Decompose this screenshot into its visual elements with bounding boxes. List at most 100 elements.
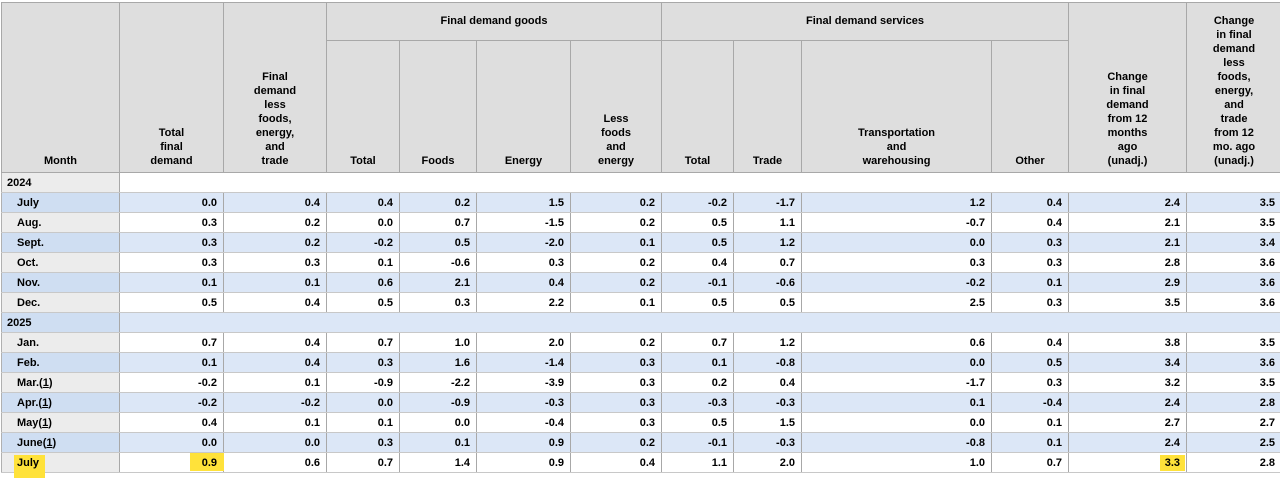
col-header-services-total: Total (661, 40, 735, 173)
col-header-goods-foods: Foods (399, 40, 477, 173)
month-label: Oct. (17, 256, 39, 269)
value-cell: 0.9 (476, 452, 571, 473)
value-cell: 0.1 (326, 252, 400, 273)
value-cell: 0.1 (399, 432, 477, 453)
value-cell: -0.7 (801, 212, 993, 233)
value-cell: -0.2 (661, 192, 735, 213)
value-cell: -0.4 (476, 412, 571, 433)
value-cell: 0.1 (801, 392, 993, 413)
value-cell: 3.4 (1186, 232, 1280, 253)
value-cell: 3.5 (1186, 332, 1280, 353)
value-cell: 1.5 (476, 192, 571, 213)
value-cell: 0.1 (991, 412, 1070, 433)
value-cell: 0.2 (223, 212, 327, 233)
value-cell: 0.3 (570, 352, 663, 373)
month-label: May(1) (17, 416, 52, 429)
col-header-final-demand-less-fet: Final demand less foods, energy, and tra… (223, 2, 327, 173)
month-label-cell: Apr.(1) (1, 392, 120, 413)
value-cell: 2.7 (1068, 412, 1188, 433)
value-cell: 2.8 (1186, 452, 1280, 473)
value-cell: 0.0 (801, 412, 993, 433)
col-header-month: Month (1, 2, 120, 173)
value-cell: -0.3 (733, 432, 803, 453)
value-cell: 0.0 (119, 192, 224, 213)
value-cell: -1.4 (476, 352, 571, 373)
month-label: Sept. (17, 236, 44, 249)
value-cell: 0.5 (991, 352, 1070, 373)
value-cell: 0.1 (991, 272, 1070, 293)
footnote-link[interactable]: 1 (42, 416, 49, 429)
month-row: Feb. 0.1 0.4 0.3 1.6 -1.4 0.3 0.1 -0.8 0.0 0.5 3.4 3… (1, 352, 1280, 373)
value-cell: 0.1 (661, 352, 735, 373)
value-cell: 3.5 (1186, 372, 1280, 393)
value-cell: 0.1 (570, 292, 663, 313)
value-cell: 2.2 (476, 292, 571, 313)
value-cell: 1.2 (733, 232, 803, 253)
month-label: Apr.(1) (17, 396, 52, 409)
value-cell: 0.4 (991, 332, 1070, 353)
value-cell: 2.4 (1068, 392, 1188, 413)
value-cell: 2.5 (1186, 432, 1280, 453)
footnote-link[interactable]: 1 (42, 396, 49, 409)
month-label: Nov. (17, 276, 41, 289)
value-cell: 0.4 (223, 192, 327, 213)
value-cell: -0.2 (119, 392, 224, 413)
col-header-goods-less-foods-energy: Less foods and energy (569, 40, 663, 173)
value-cell: 3.4 (1068, 352, 1188, 373)
value-cell: 0.9 (476, 432, 571, 453)
value-cell: 3.6 (1186, 292, 1280, 313)
footnote-link[interactable]: 1 (42, 376, 49, 389)
table-body: 2024 July 0.0 0.4 0.4 0.2 1.5 0.2 -0.2 -1.7 1.2 0.4… (1, 172, 1280, 478)
month-row: Oct. 0.3 0.3 0.1 -0.6 0.3 0.2 0.4 0.7 0.3 0.3 2.8 3.… (1, 252, 1280, 273)
col-header-goods-energy: Energy (476, 40, 571, 173)
value-cell: 2.8 (1068, 252, 1188, 273)
value-cell: 0.3 (991, 372, 1070, 393)
value-cell: -0.3 (661, 392, 735, 413)
value-cell: 0.7 (399, 212, 477, 233)
value-cell: 0.5 (661, 212, 735, 233)
value-cell: 0.5 (661, 292, 735, 313)
value-cell: 2.4 (1068, 192, 1188, 213)
value-cell: 0.1 (991, 432, 1070, 453)
month-label-cell: July (1, 452, 120, 478)
highlighted-value: 0.9 (189, 452, 224, 471)
value-cell: 0.7 (661, 332, 735, 353)
month-label: June(1) (17, 436, 57, 449)
month-row: Dec. 0.5 0.4 0.5 0.3 2.2 0.1 0.5 0.5 2.5 0.3 3.5 3.6 (1, 292, 1280, 313)
value-cell: 0.3 (991, 292, 1070, 313)
value-cell: 3.6 (1186, 252, 1280, 273)
year-label-cell: 2024 (1, 172, 120, 193)
value-cell: -0.6 (399, 252, 477, 273)
value-cell: 3.3 (1068, 452, 1188, 473)
month-row: Jan. 0.7 0.4 0.7 1.0 2.0 0.2 0.7 1.2 0.6 0.4 3.8 3.5 (1, 332, 1280, 353)
value-cell: 0.3 (570, 372, 663, 393)
col-header-services-other: Other (991, 40, 1070, 173)
month-label: July (17, 196, 40, 209)
value-cell: 0.4 (991, 212, 1070, 233)
value-cell: 2.1 (399, 272, 477, 293)
value-cell: 1.6 (399, 352, 477, 373)
footnote-link[interactable]: 1 (46, 436, 53, 449)
value-cell: 0.3 (326, 432, 400, 453)
value-cell: 0.3 (119, 252, 224, 273)
value-cell: 0.1 (223, 272, 327, 293)
month-label-cell: Dec. (1, 292, 120, 313)
col-header-change-less-fet-12-months: Change in final demand less foods, energ… (1186, 2, 1280, 173)
value-cell: 2.8 (1186, 392, 1280, 413)
value-cell: 2.4 (1068, 432, 1188, 453)
value-cell: 0.4 (223, 332, 327, 353)
value-cell: 0.4 (661, 252, 735, 273)
value-cell: 0.3 (991, 252, 1070, 273)
month-row: Aug. 0.3 0.2 0.0 0.7 -1.5 0.2 0.5 1.1 -0.7 0.4 2.1 3… (1, 212, 1280, 233)
month-label-cell: Oct. (1, 252, 120, 273)
value-cell: 1.2 (733, 332, 803, 353)
value-cell: -0.1 (661, 272, 735, 293)
value-cell: 0.3 (119, 232, 224, 253)
value-cell: 3.8 (1068, 332, 1188, 353)
value-cell: 0.4 (570, 452, 663, 473)
value-cell: 2.7 (1186, 412, 1280, 433)
month-row: Nov. 0.1 0.1 0.6 2.1 0.4 0.2 -0.1 -0.6 -0.2 0.1 2.9… (1, 272, 1280, 293)
month-row: July 0.0 0.4 0.4 0.2 1.5 0.2 -0.2 -1.7 1.2 0.4 2.4 3… (1, 192, 1280, 213)
